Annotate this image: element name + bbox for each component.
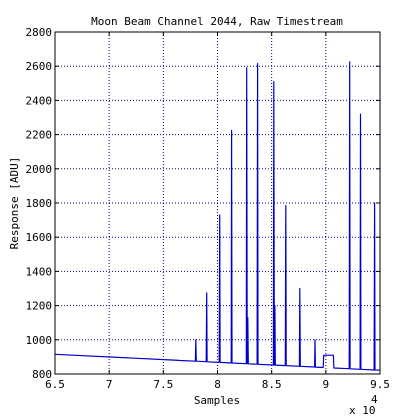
y-tick-label: 800 [32,368,52,381]
y-tick-label: 1000 [26,334,53,347]
x-exponent-power: 4 [371,393,378,406]
x-tick-label: 7 [106,378,113,391]
y-tick-labels: 800 1000 1200 1400 1600 1800 2000 2200 2400 2600 2… [26,26,53,381]
y-tick-label: 2400 [26,94,53,107]
y-tick-label: 2000 [26,163,53,176]
x-tick-label: 8.5 [262,378,282,391]
chart-title: Moon Beam Channel 2044, Raw Timestream [91,15,343,28]
x-tick-label: 8 [214,378,221,391]
y-tick-label: 2200 [26,129,53,142]
y-axis-label: Response [ADU] [8,157,21,250]
y-tick-label: 1600 [26,231,53,244]
y-tick-label: 2600 [26,60,53,73]
y-tick-label: 2800 [26,26,53,39]
x-tick-label: 7.5 [153,378,173,391]
x-tick-label: 9.5 [370,378,390,391]
y-tick-label: 1800 [26,197,53,210]
y-tick-label: 1200 [26,300,53,313]
x-tick-labels: 6.5 7 7.5 8 8.5 9 9.5 [45,378,390,391]
x-tick-label: 9 [323,378,330,391]
x-axis-label: Samples [194,394,240,407]
y-tick-label: 1400 [26,265,53,278]
